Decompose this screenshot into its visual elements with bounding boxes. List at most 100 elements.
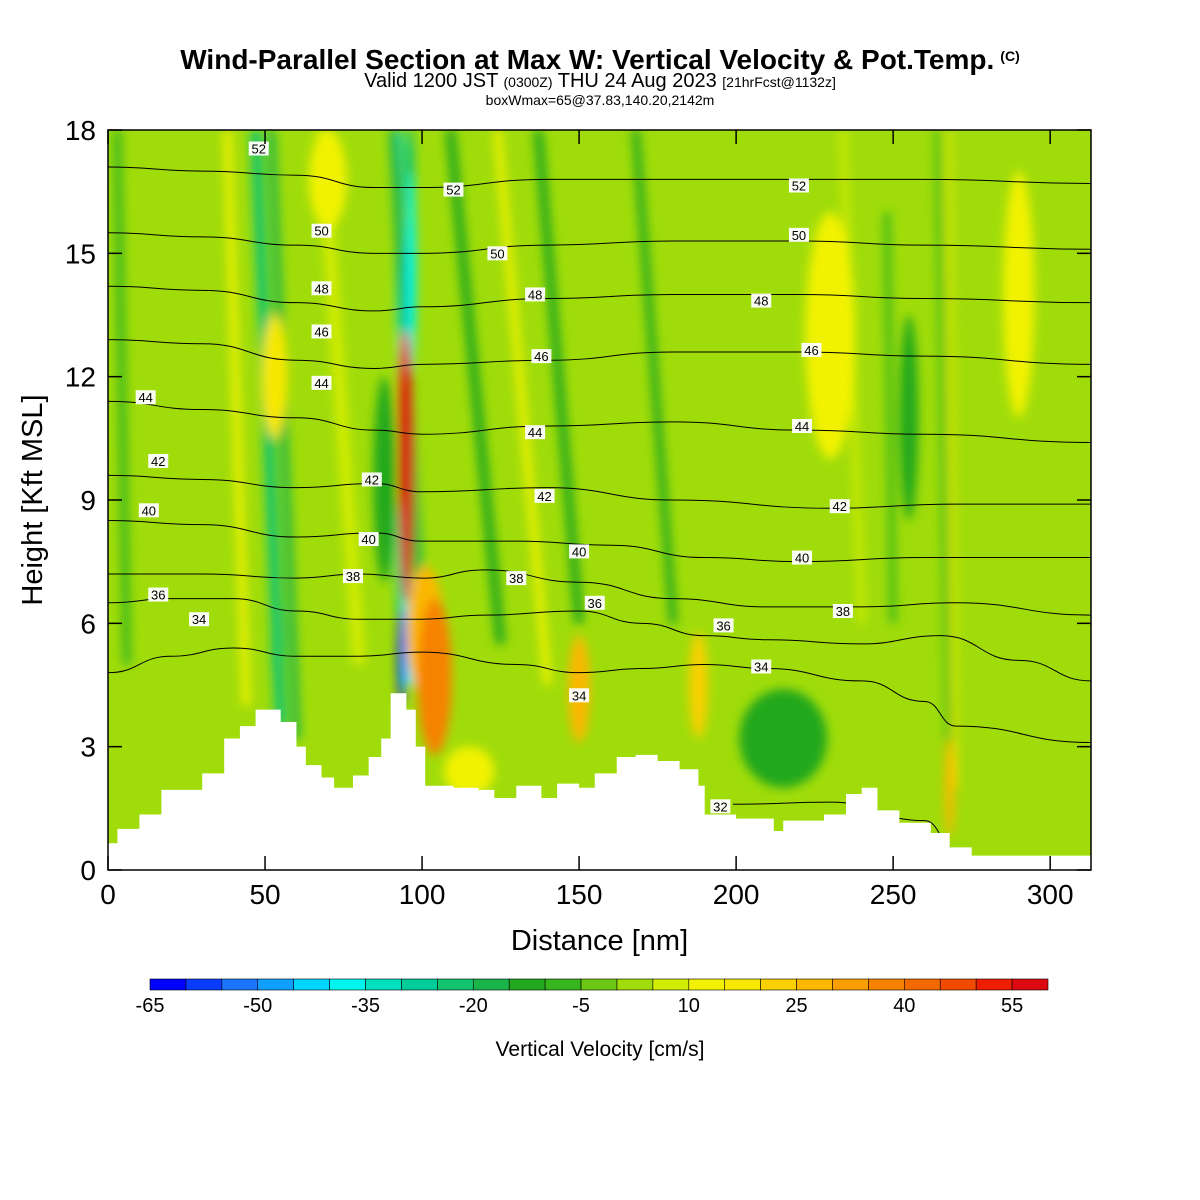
- colorbar-box: [904, 978, 941, 991]
- contour-label-box: [248, 141, 269, 156]
- contour-label-box: [792, 550, 813, 565]
- x-tick-label: 300: [1027, 879, 1074, 910]
- contour-label-box: [487, 246, 508, 261]
- contour-label: 48: [754, 294, 768, 309]
- contour-label-box: [788, 178, 809, 193]
- w-feature: [444, 746, 495, 796]
- contour-label: 42: [537, 489, 551, 504]
- contour-label-box: [801, 342, 822, 357]
- contour-label-box: [792, 419, 813, 433]
- contour-label: 40: [361, 532, 375, 547]
- valid-date: THU 24 Aug 2023: [557, 70, 717, 92]
- contour-label-box: [358, 532, 379, 547]
- colorbar-tick-label: 10: [678, 995, 700, 1017]
- x-tick-label: 250: [870, 879, 917, 910]
- colorbar-box: [688, 978, 726, 991]
- contour-label-box: [829, 499, 850, 514]
- colorbar-tick-label: -20: [459, 995, 488, 1017]
- contour-label: 48: [528, 287, 542, 302]
- theta-contour-34: [108, 647, 1091, 744]
- w-feature: [689, 631, 708, 739]
- plot-area: 52 52 52 50 50 50 48 48 48 46 46 46 44 44 44 44 42 42 42 42…: [108, 130, 1091, 870]
- contour-label: 36: [588, 596, 602, 611]
- y-tick-label: 18: [65, 115, 96, 146]
- colorbar-tick-label: 55: [1001, 995, 1023, 1017]
- contour-label-box: [311, 324, 332, 339]
- theta-contour-50: [108, 232, 1091, 254]
- title-main: Wind-Parallel Section at Max W: Vertical…: [180, 44, 995, 75]
- contour-label-box: [525, 287, 546, 302]
- contour-label: 50: [490, 246, 504, 261]
- colorbar-box: [185, 978, 223, 991]
- colorbar-box: [508, 978, 546, 991]
- w-feature: [397, 606, 406, 706]
- x-tick-label: 200: [713, 879, 760, 910]
- colorbar-box: [329, 978, 366, 991]
- colorbar-box: [975, 978, 1013, 991]
- x-tick-label: 150: [556, 879, 603, 910]
- x-axis-title: Distance [nm]: [511, 925, 688, 957]
- colorbar-box: [437, 978, 474, 991]
- contour-label-box: [569, 688, 590, 703]
- contour-labels: 52 52 52 50 50 50 48 48 48 46 46 46 44 44 44 44 42 42 42 42…: [135, 141, 853, 814]
- y-tick-label: 15: [65, 238, 96, 269]
- contour-label-box: [135, 390, 156, 405]
- contour-label-box: [443, 182, 464, 197]
- contour-label-box: [342, 569, 363, 584]
- contour-label: 36: [151, 588, 165, 603]
- contour-label: 32: [713, 799, 727, 814]
- contour-label-box: [148, 453, 169, 468]
- contour-label: 52: [252, 142, 266, 157]
- colorbar-box: [221, 978, 259, 991]
- y-tick-label: 3: [80, 732, 96, 763]
- w-feature: [261, 315, 288, 439]
- contour-label-box: [311, 223, 332, 238]
- colorbar-title: Vertical Velocity [cm/s]: [496, 1038, 705, 1061]
- y-tick-label: 12: [65, 362, 96, 393]
- contour-label: 46: [804, 343, 818, 358]
- w-feature: [417, 598, 452, 755]
- w-band: [948, 130, 958, 788]
- contour-label: 46: [534, 349, 548, 364]
- contour-label: 52: [792, 179, 806, 194]
- w-feature: [373, 376, 396, 583]
- theta-contour-36: [108, 598, 1091, 682]
- colorbar-box: [149, 978, 187, 991]
- forecast-info: [21hrFcst@1132z]: [722, 74, 836, 90]
- x-tick-label: 50: [249, 879, 280, 910]
- x-tick-label: 0: [100, 879, 116, 910]
- w-feature: [399, 331, 414, 603]
- colorbar-tick-label: -35: [351, 995, 380, 1017]
- contour-label: 34: [572, 688, 586, 703]
- contour-label-box: [710, 799, 731, 814]
- y-axis-title: Height [Kft MSL]: [17, 394, 49, 605]
- theta-contour-38: [108, 569, 1091, 616]
- colorbar-tick-label: -5: [572, 995, 590, 1017]
- colorbar-box: [544, 978, 582, 991]
- valid-time-line: Valid 1200 JST (0300Z) THU 24 Aug 2023 […: [0, 70, 1200, 93]
- contour-label: 40: [572, 544, 586, 559]
- contour-label: 38: [509, 571, 523, 586]
- contour-label: 42: [151, 454, 165, 469]
- contour-label-box: [311, 375, 332, 390]
- contour-label-box: [713, 618, 734, 633]
- w-feature: [406, 171, 417, 377]
- colorbar-tick-label: -65: [136, 995, 165, 1017]
- terrain: [108, 693, 1091, 870]
- contour-label-box: [584, 595, 605, 610]
- contour-label-box: [361, 472, 382, 487]
- w-feature: [944, 738, 955, 838]
- y-tick-label: 0: [80, 855, 96, 886]
- colorbar-box: [652, 978, 690, 991]
- contour-label: 40: [142, 503, 156, 518]
- colorbar-box: [939, 978, 977, 991]
- w-band: [267, 130, 301, 739]
- theta-contour-42: [108, 474, 1091, 509]
- contour-label: 34: [754, 660, 768, 675]
- contour-label: 40: [795, 551, 809, 566]
- colorbar-box: [868, 978, 905, 991]
- contour-label-box: [138, 503, 159, 518]
- theta-contour-52: [108, 166, 1091, 189]
